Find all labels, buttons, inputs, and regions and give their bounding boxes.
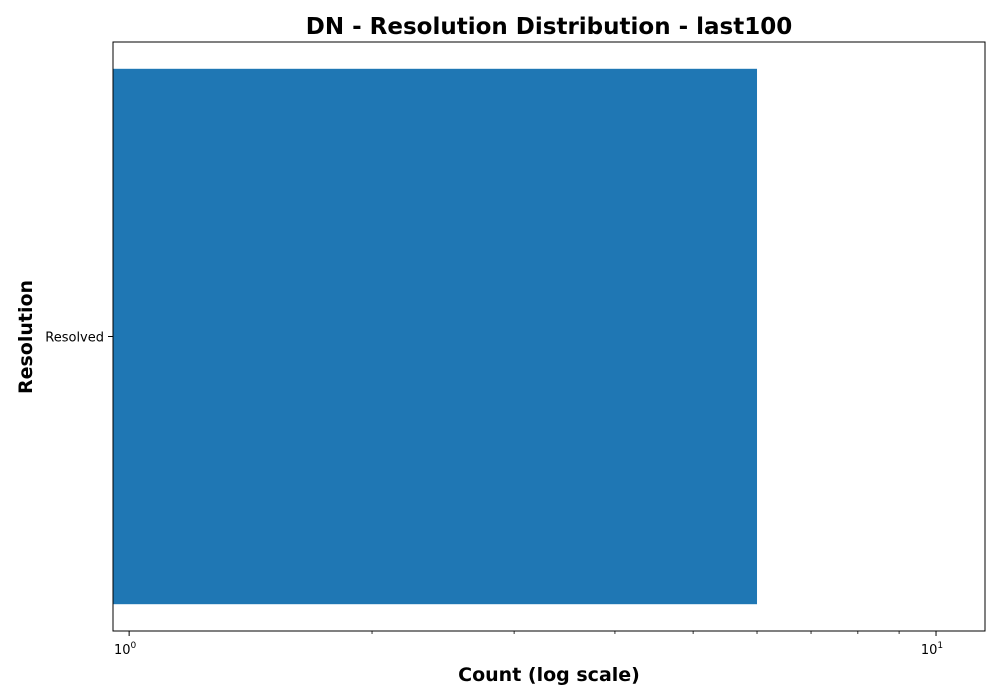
chart-title: DN - Resolution Distribution - last100 [306, 14, 792, 40]
x-axis-label: Count (log scale) [458, 664, 640, 686]
bar-resolved [113, 68, 758, 605]
y-axis-label: Resolution [15, 280, 37, 394]
x-tick-label: 101 [921, 641, 943, 658]
x-tick-label: 100 [114, 641, 137, 658]
y-tick-label: Resolved [45, 331, 104, 346]
axes-frame [112, 41, 986, 632]
plot-area: Resolved 100 101 [45, 41, 986, 658]
